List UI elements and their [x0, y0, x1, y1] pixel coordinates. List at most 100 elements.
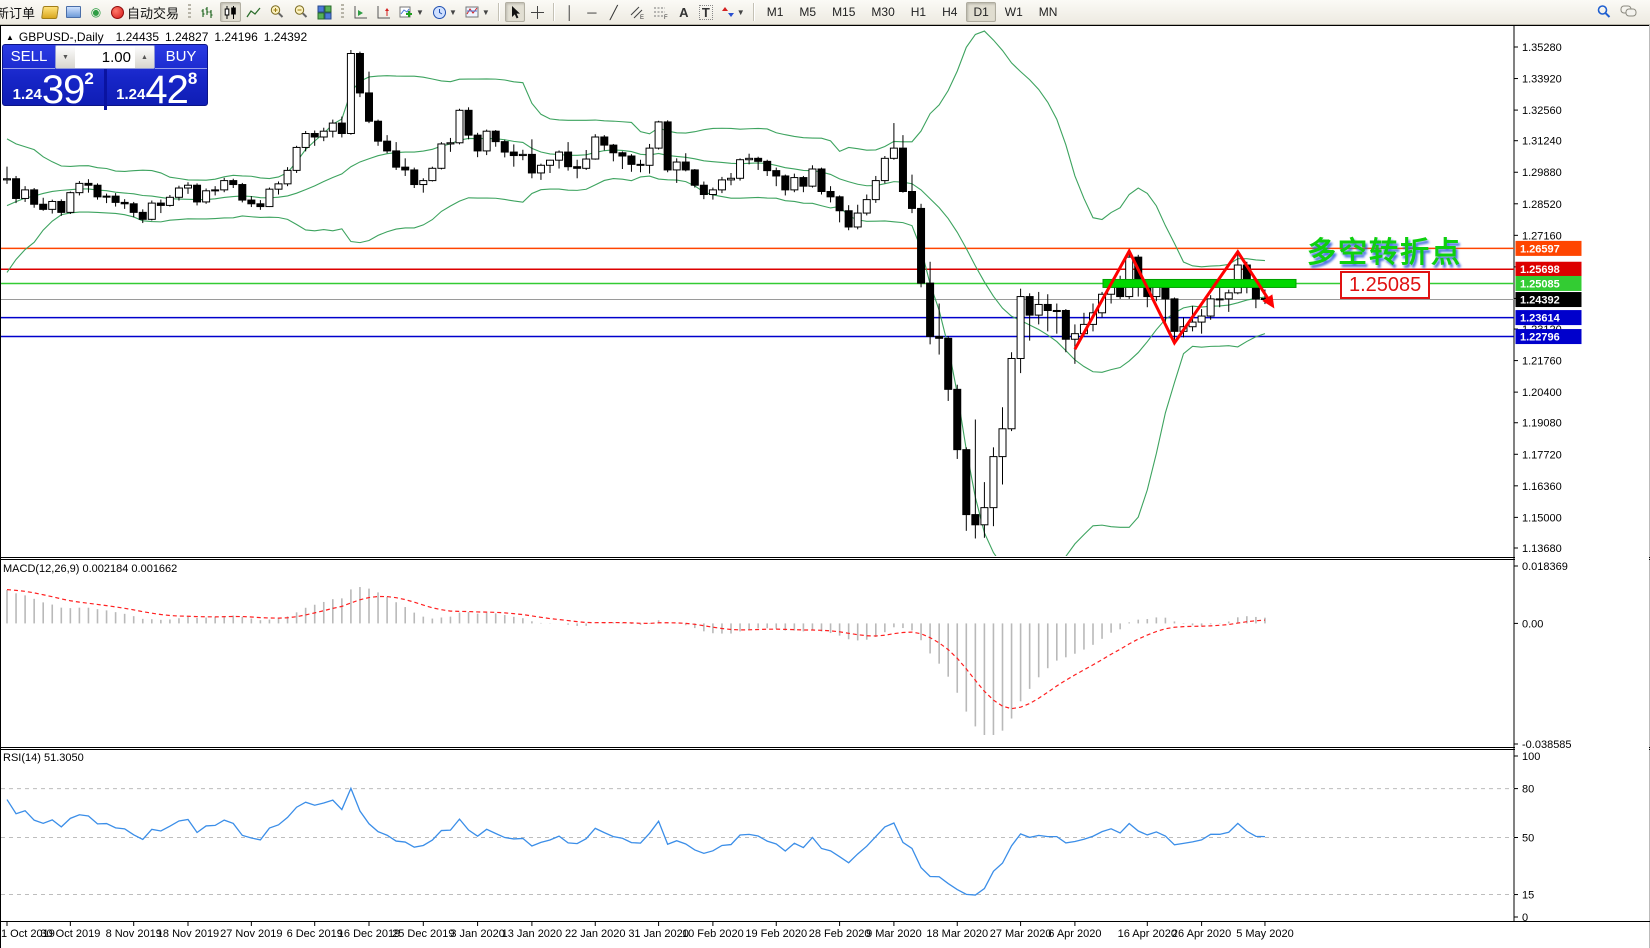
history-icon[interactable]: [39, 2, 61, 22]
crosshair-button[interactable]: [527, 2, 548, 22]
timeframe-button-H1[interactable]: H1: [910, 5, 927, 19]
toolbar-grip: [341, 4, 345, 20]
tile-windows-icon: [317, 5, 332, 19]
candle-body: [1043, 303, 1052, 311]
fibonacci-button[interactable]: F: [650, 2, 672, 22]
vertical-line-button[interactable]: │: [560, 2, 580, 22]
candle-body: [989, 456, 998, 509]
candle-body: [491, 130, 500, 143]
channel-button[interactable]: E: [626, 2, 648, 22]
candle-body: [944, 337, 953, 390]
date-axis-label: 13 Jan 2020: [502, 928, 563, 940]
candle-body: [817, 168, 826, 192]
search-button[interactable]: [1593, 2, 1615, 22]
candle-body: [609, 144, 618, 154]
sell-button[interactable]: SELL: [3, 45, 55, 69]
line-chart-button[interactable]: [243, 2, 264, 22]
toolbar-separator: [752, 3, 755, 21]
price-label-box[interactable]: 1.25085: [1340, 271, 1431, 299]
volume-spinner: ▼ ▲: [55, 45, 155, 69]
candle-body: [247, 199, 256, 205]
candle-body: [618, 152, 627, 157]
date-axis-label: 30 Oct 2019: [40, 928, 100, 940]
price-axis-tick: 1.16360: [1522, 481, 1562, 493]
macd-header: MACD(12,26,9) 0.002184 0.001662: [3, 563, 178, 575]
candle-body: [898, 147, 907, 192]
volume-decrease-button[interactable]: ▼: [56, 46, 75, 68]
timeframe-button-M30[interactable]: M30: [871, 5, 895, 19]
candle-body: [681, 161, 690, 171]
chart-annotation-text[interactable]: 多空转折点: [1307, 237, 1463, 269]
buy-button[interactable]: BUY: [155, 45, 207, 69]
horizontal-line-button[interactable]: ─: [582, 2, 602, 22]
sell-price-button[interactable]: 1.24 39 2: [3, 69, 104, 110]
volume-increase-button[interactable]: ▲: [135, 46, 154, 68]
chart-canvas[interactable]: 1.35280 1.33920 1.32560 1.31240 1.29880 1.285…: [0, 24, 1650, 948]
candle-body: [555, 151, 564, 161]
arrows-button[interactable]: ▼: [718, 2, 748, 22]
price-axis-tick: 1.31240: [1522, 136, 1562, 148]
volume-input[interactable]: [75, 46, 135, 68]
trendline-button[interactable]: ╱: [604, 2, 624, 22]
candle-body: [21, 189, 30, 199]
buy-price-button[interactable]: 1.24 42 8: [103, 69, 208, 110]
candle-body: [727, 177, 735, 181]
new-order-button[interactable]: 新订单: [0, 5, 36, 21]
timeframe-button-W1[interactable]: W1: [1004, 5, 1023, 19]
candle-body: [310, 133, 319, 138]
highlight-bar-object[interactable]: [1102, 278, 1297, 288]
terminal-icon[interactable]: [63, 2, 84, 22]
tile-windows-button[interactable]: [314, 2, 335, 22]
chat-button[interactable]: [1617, 2, 1641, 22]
text-label-button[interactable]: T: [696, 2, 716, 22]
autotrading-button[interactable]: 自动交易: [108, 2, 182, 22]
candle-body: [926, 282, 935, 337]
timeframe-button-M1[interactable]: M1: [766, 5, 784, 19]
cursor-button[interactable]: [504, 2, 525, 22]
candle-body: [781, 175, 790, 191]
text-button[interactable]: A: [674, 2, 694, 22]
candles-layer: [3, 50, 1269, 539]
clock-icon: [432, 5, 446, 19]
price-badge: [1515, 310, 1582, 326]
candle-body: [1170, 298, 1179, 332]
candle-body: [193, 184, 202, 203]
signal-icon[interactable]: ◉: [86, 2, 106, 22]
candle-body: [536, 164, 545, 174]
period-button[interactable]: ▼: [429, 2, 460, 22]
date-axis-label: 6 Apr 2020: [1048, 928, 1101, 940]
zoom-out-button[interactable]: [290, 2, 312, 22]
collapse-arrow-icon[interactable]: ▲: [6, 32, 14, 42]
line-chart-icon: [246, 7, 261, 17]
date-axis-label: 27 Nov 2019: [220, 928, 282, 940]
timeframe-button-D1[interactable]: D1: [966, 2, 996, 22]
candle-body: [437, 143, 446, 169]
candle-body: [1197, 315, 1206, 323]
macd-signal-line: [6, 589, 1265, 710]
autoscroll-button[interactable]: [350, 2, 371, 22]
timeframe-button-M15[interactable]: M15: [832, 5, 856, 19]
book-icon: [41, 5, 59, 19]
zigzag-drawing[interactable]: [1073, 247, 1274, 350]
text-label-icon: T: [698, 4, 713, 20]
candlestick-chart-button[interactable]: [220, 2, 242, 22]
bollinger-middle-band: [6, 137, 1266, 373]
price-axis-tick: 1.32560: [1522, 105, 1562, 117]
timeframe-button-MN[interactable]: MN: [1038, 5, 1058, 19]
timeframe-button-H4[interactable]: H4: [942, 5, 958, 19]
timeframe-button-M5[interactable]: M5: [799, 5, 817, 19]
price-badge: [1515, 292, 1582, 308]
chart-shift-button[interactable]: [373, 2, 394, 22]
rsi-axis-tick: 100: [1522, 751, 1540, 763]
bollinger-upper-band: [6, 30, 1265, 268]
candle-body: [862, 199, 871, 214]
bar-chart-button[interactable]: [197, 2, 218, 22]
candle-body: [935, 335, 944, 339]
zoom-in-button[interactable]: [266, 2, 288, 22]
toolbar-grip: [188, 4, 192, 20]
template-button[interactable]: ▼: [462, 2, 493, 22]
horizontal-line-icon: ─: [587, 4, 597, 20]
date-axis-label: 10 Feb 2020: [682, 928, 744, 940]
new-chart-button[interactable]: ▼: [396, 2, 427, 22]
price-axis-area[interactable]: [1515, 26, 1649, 920]
